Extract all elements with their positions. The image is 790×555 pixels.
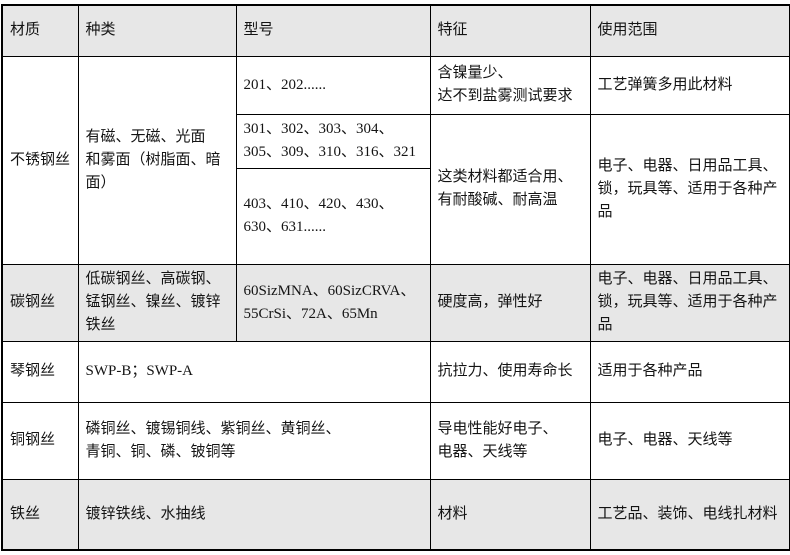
header-model: 型号 bbox=[235, 4, 431, 57]
stainless-row-1: 不锈钢丝 有磁、无磁、光面 和雾面（树脂面、暗 面） 201、202......… bbox=[1, 55, 790, 265]
stainless-row-2: 301、302、303、304、 305、309、310、316、321 这类材… bbox=[2, 113, 790, 265]
iron-material-cell: 铁丝 bbox=[1, 478, 79, 551]
copper-usage-cell: 电子、电器、天线等 bbox=[589, 401, 790, 480]
piano-row: 琴钢丝 SWP-B；SWP-A 抗拉力、使用寿命长 适用于各种产品 bbox=[1, 340, 790, 403]
stainless-feature-1-cell: 含镍量少、 达不到盐雾测试要求 bbox=[429, 55, 591, 115]
carbon-row: 碳钢丝 低碳钢丝、高碳钢、 锰钢丝、镍丝、镀锌 铁丝 60SizMNA、60Si… bbox=[1, 263, 790, 342]
stainless-model-1-cell: 201、202...... bbox=[235, 55, 431, 115]
copper-row: 铜钢丝 磷铜丝、镀锡铜线、紫铜丝、黄铜丝、 青铜、铜、磷、铍铜等 导电性能好电子… bbox=[1, 401, 790, 480]
stainless-feature-merged-cell: 这类材料都适合用、 有耐酸碱、耐高温 bbox=[429, 113, 591, 265]
piano-feature-cell: 抗拉力、使用寿命长 bbox=[429, 340, 591, 403]
piano-material-cell: 琴钢丝 bbox=[1, 340, 79, 403]
piano-type-model-cell: SWP-B；SWP-A bbox=[77, 340, 431, 403]
copper-type-model-cell: 磷铜丝、镀锡铜线、紫铜丝、黄铜丝、 青铜、铜、磷、铍铜等 bbox=[77, 401, 431, 480]
carbon-material-cell: 碳钢丝 bbox=[1, 263, 79, 342]
materials-table: 材质 种类 型号 特征 使用范围 不锈钢丝 有磁、无磁、光面 和雾面（树脂面、暗… bbox=[1, 4, 790, 551]
copper-material-cell: 铜钢丝 bbox=[1, 401, 79, 480]
header-type: 种类 bbox=[77, 4, 237, 57]
stainless-usage-merged-cell: 电子、电器、日用品工具、 锁，玩具等、适用于各种产 品 bbox=[589, 113, 790, 265]
header-usage: 使用范围 bbox=[589, 4, 790, 57]
piano-usage-cell: 适用于各种产品 bbox=[589, 340, 790, 403]
carbon-model-cell: 60SizMNA、60SizCRVA、 55CrSi、72A、65Mn bbox=[235, 263, 431, 342]
stainless-material-cell: 不锈钢丝 bbox=[1, 55, 79, 265]
iron-feature-cell: 材料 bbox=[429, 478, 591, 551]
header-material: 材质 bbox=[1, 4, 79, 57]
stainless-row-3: 403、410、420、430、 630、631...... bbox=[2, 167, 790, 265]
header-feature: 特征 bbox=[429, 4, 591, 57]
carbon-feature-cell: 硬度高，弹性好 bbox=[429, 263, 591, 342]
stainless-type-cell: 有磁、无磁、光面 和雾面（树脂面、暗 面） bbox=[77, 55, 237, 265]
carbon-usage-cell: 电子、电器、日用品工具、 锁，玩具等、适用于各种产 品 bbox=[589, 263, 790, 342]
header-row: 材质 种类 型号 特征 使用范围 bbox=[1, 4, 790, 57]
stainless-model-3-cell: 403、410、420、430、 630、631...... bbox=[235, 167, 431, 265]
iron-type-model-cell: 镀锌铁线、水抽线 bbox=[77, 478, 431, 551]
iron-row: 铁丝 镀锌铁线、水抽线 材料 工艺品、装饰、电线扎材料 bbox=[1, 478, 790, 551]
copper-feature-cell: 导电性能好电子、 电器、天线等 bbox=[429, 401, 591, 480]
stainless-usage-1-cell: 工艺弹簧多用此材料 bbox=[589, 55, 790, 115]
iron-usage-cell: 工艺品、装饰、电线扎材料 bbox=[589, 478, 790, 551]
stainless-model-2-cell: 301、302、303、304、 305、309、310、316、321 bbox=[235, 113, 431, 169]
carbon-type-cell: 低碳钢丝、高碳钢、 锰钢丝、镍丝、镀锌 铁丝 bbox=[77, 263, 237, 342]
